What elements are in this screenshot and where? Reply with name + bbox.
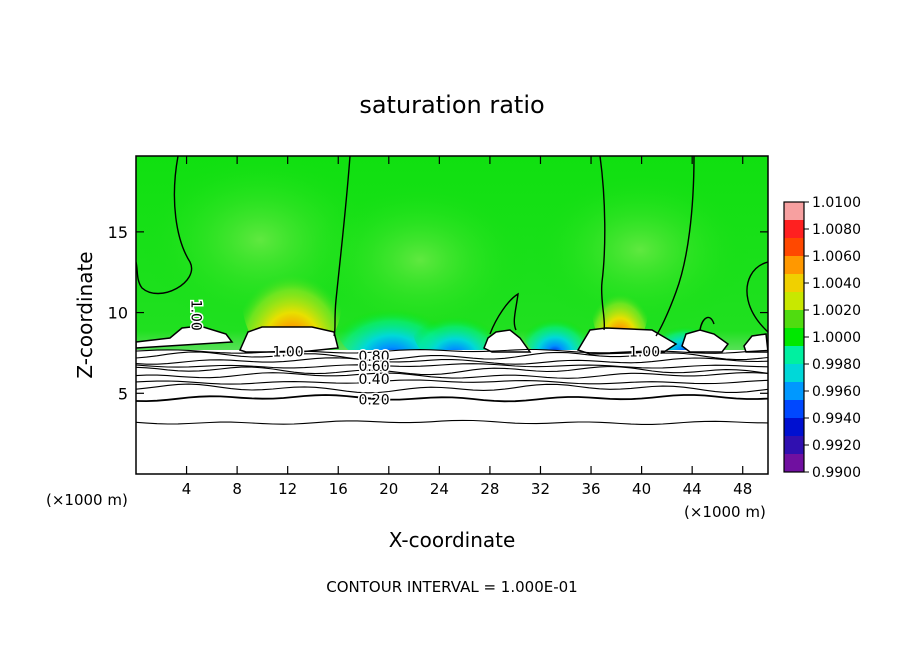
colorbar-swatch: [784, 220, 804, 239]
contour-label: 1.00: [273, 344, 304, 360]
y-tick-label: 15: [108, 223, 128, 242]
isoline-1: [489, 292, 519, 335]
contour-label: 0.40: [358, 372, 389, 388]
cloud-contour: [136, 325, 234, 349]
colorbar-swatch: [784, 328, 804, 347]
colorbar-tick-label: 1.0020: [812, 303, 861, 319]
x-tick-label: 8: [232, 480, 242, 498]
strata-line: [136, 365, 768, 376]
colorbar-swatch: [784, 256, 804, 275]
x-axis: 4 8 12 16 20 24 28 32 36 40 44 48: [182, 156, 752, 498]
colorbar-tick-label: 0.9900: [812, 465, 861, 481]
isoline-1: [136, 156, 193, 295]
strata-line: [136, 351, 768, 361]
colorbar-tick-label: 1.0100: [812, 195, 861, 211]
isoline-1: [699, 316, 715, 331]
colorbar-tick-label: 0.9920: [812, 438, 861, 454]
colorbar-swatch: [784, 400, 804, 419]
x-axis-label: X-coordinate: [389, 528, 516, 552]
cloud-contour: [483, 329, 532, 353]
contour-interval-note: CONTOUR INTERVAL = 1.000E-01: [326, 578, 577, 596]
contour-labels: 1.00 1.00 1.00 0.800.600.40 0.20: [186, 298, 661, 410]
colorbar-swatch: [784, 346, 804, 365]
colorbar-swatch: [784, 238, 804, 257]
x-tick-label: 20: [379, 480, 398, 498]
x-tick-label: 36: [581, 480, 600, 498]
subsaturated-region: [523, 302, 587, 358]
cloud-contour: [576, 327, 678, 355]
colorbar-swatch: [784, 274, 804, 293]
colorbar-tick-label: 1.0080: [812, 222, 861, 238]
isoline-1: [599, 156, 606, 331]
colorbar-tick-label: 0.9980: [812, 357, 861, 373]
colorbar: 1.0100 1.0080 1.0060 1.0040 1.0020 1.0000 0.99…: [783, 195, 861, 481]
cloud-contour: [681, 329, 730, 353]
x-tick-label: 44: [683, 480, 702, 498]
colorbar-tick-label: 1.0040: [812, 276, 861, 292]
colorbar-swatch: [784, 310, 804, 329]
strata-lines: [136, 348, 768, 425]
x-tick-label: 28: [480, 480, 499, 498]
plot-area: [136, 156, 768, 474]
cloud-contour: [743, 333, 768, 353]
y-tick-label: 5: [118, 384, 128, 403]
isoline-1: [333, 156, 351, 337]
colorbar-tick-label: 1.0060: [812, 249, 861, 265]
colorbar-swatch: [784, 364, 804, 383]
isoline-1: [655, 156, 695, 337]
strata-line: [136, 383, 768, 394]
x-tick-label: 32: [531, 480, 550, 498]
strata-line: [136, 363, 768, 369]
strata-line: [136, 394, 768, 403]
x-tick-label: 40: [632, 480, 651, 498]
colorbar-tick-label: 1.0000: [812, 330, 861, 346]
y-axis: 5 10 15: [108, 223, 768, 403]
colorbar-swatch: [784, 292, 804, 311]
contour-label: 0.60: [358, 359, 389, 375]
colorbar-tick-label: 0.9960: [812, 384, 861, 400]
plot-frame: [135, 155, 769, 475]
x-tick-label: 24: [430, 480, 449, 498]
lower-region: [136, 350, 768, 474]
x-tick-label: 4: [182, 480, 192, 498]
x-tick-label: 48: [733, 480, 752, 498]
chart-title: saturation ratio: [359, 91, 544, 119]
strata-line: [136, 419, 768, 425]
y-tick-label: 10: [108, 304, 128, 323]
colorbar-swatch: [784, 382, 804, 401]
x-tick-label: 16: [329, 480, 348, 498]
isolines: [136, 156, 768, 337]
x-tick-label: 12: [278, 480, 297, 498]
isoline-1: [746, 261, 768, 333]
strata-line: [136, 379, 768, 385]
contour-label: 0.20: [358, 393, 389, 409]
colorbar-swatch: [784, 436, 804, 455]
strata-line: [136, 348, 768, 354]
colorbar-swatch: [784, 418, 804, 437]
colorbar-tick-label: 0.9940: [812, 411, 861, 427]
contour-label: 1.00: [629, 344, 660, 360]
colorbar-swatch: [784, 454, 804, 473]
colorbar-swatch: [784, 202, 804, 221]
field-light-region: [530, 170, 750, 330]
strata-line: [136, 372, 768, 379]
subsaturated-region: [413, 296, 497, 364]
x-unit-right: (×1000 m): [684, 503, 766, 521]
y-axis-label: Z-coordinate: [73, 251, 97, 378]
contour-label: 1.00: [188, 300, 204, 331]
strata-line: [136, 357, 768, 365]
x-unit-left: (×1000 m): [46, 491, 128, 509]
contour-label: 0.80: [358, 349, 389, 365]
